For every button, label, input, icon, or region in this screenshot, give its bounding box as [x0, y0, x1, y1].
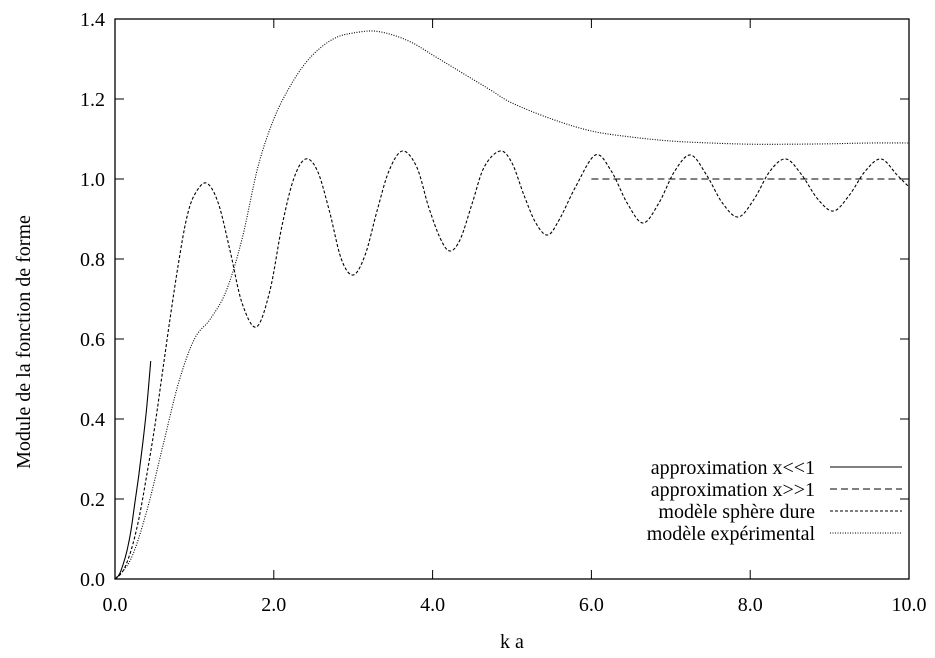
y-tick-label: 0.2	[80, 489, 105, 511]
legend-label-1: approximation x<<1	[651, 457, 815, 479]
y-tick-label: 1.2	[80, 89, 105, 111]
y-tick-label: 1.4	[80, 9, 105, 31]
y-tick-label: 0.6	[80, 329, 105, 351]
series-line-3	[114, 150, 910, 580]
legend-label-4: modèle expérimental	[647, 523, 816, 545]
y-axis-label: Module de la fonction de forme	[13, 215, 35, 469]
plot-frame	[114, 18, 910, 580]
series-line-4	[114, 30, 910, 580]
legend-label-2: approximation x>>1	[651, 479, 815, 501]
x-tick-label: 8.0	[738, 594, 763, 616]
x-tick-label: 10.0	[892, 594, 927, 616]
x-axis-label: k a	[500, 631, 524, 653]
y-tick-label: 0.4	[80, 409, 105, 431]
x-tick-label: 2.0	[261, 594, 286, 616]
x-tick-label: 4.0	[420, 594, 445, 616]
series-line-1	[114, 360, 152, 580]
x-tick-label: 6.0	[579, 594, 604, 616]
y-tick-label: 1.0	[80, 169, 105, 191]
x-tick-label: 0.0	[103, 594, 128, 616]
legend-label-3: modèle sphère dure	[658, 501, 815, 523]
y-tick-label: 0.8	[80, 249, 105, 271]
y-tick-label: 0.0	[80, 569, 105, 591]
